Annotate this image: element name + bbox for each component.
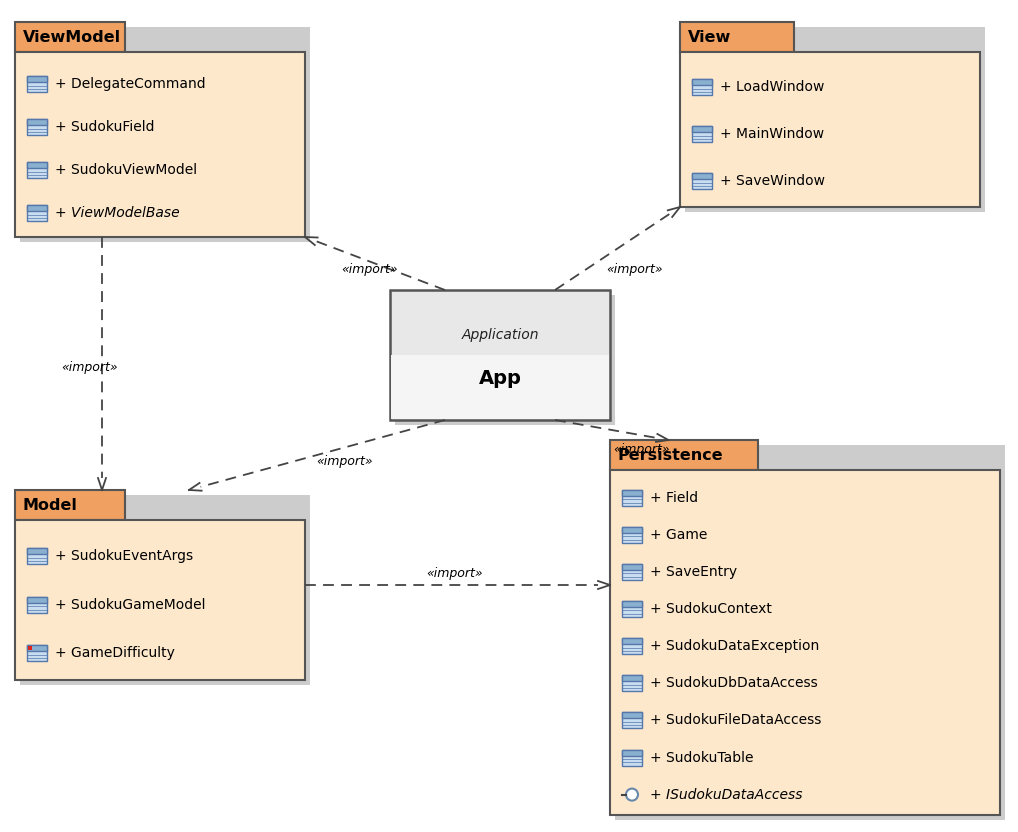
Text: + SaveEntry: + SaveEntry bbox=[651, 565, 737, 579]
Bar bbox=[622, 638, 642, 654]
Bar bbox=[29, 646, 32, 651]
Bar bbox=[27, 548, 47, 554]
Text: + SudokuDbDataAccess: + SudokuDbDataAccess bbox=[651, 676, 817, 691]
Bar bbox=[622, 712, 642, 719]
Bar bbox=[622, 638, 642, 644]
Bar bbox=[622, 676, 642, 681]
Bar bbox=[622, 601, 642, 617]
Text: + LoadWindow: + LoadWindow bbox=[720, 80, 825, 94]
Bar bbox=[27, 77, 47, 82]
Bar bbox=[27, 646, 47, 651]
Text: + SudokuField: + SudokuField bbox=[55, 121, 155, 134]
Text: Application: Application bbox=[461, 329, 539, 343]
Bar bbox=[692, 79, 712, 95]
Text: ViewModel: ViewModel bbox=[23, 29, 121, 44]
Text: + SudokuGameModel: + SudokuGameModel bbox=[55, 598, 206, 612]
Text: «import»: «import» bbox=[317, 455, 374, 468]
Text: «import»: «import» bbox=[607, 264, 664, 276]
Bar bbox=[390, 290, 610, 420]
Bar bbox=[622, 564, 642, 580]
Text: «import»: «import» bbox=[342, 264, 398, 276]
Text: + SudokuDataException: + SudokuDataException bbox=[651, 639, 819, 653]
Bar bbox=[680, 22, 794, 52]
Bar bbox=[27, 77, 47, 92]
Text: + SudokuContext: + SudokuContext bbox=[651, 602, 772, 617]
Text: + MainWindow: + MainWindow bbox=[720, 127, 825, 141]
Bar bbox=[27, 597, 47, 603]
Bar bbox=[622, 712, 642, 728]
Text: App: App bbox=[478, 369, 521, 388]
Text: Model: Model bbox=[23, 498, 77, 513]
Bar bbox=[615, 445, 1005, 820]
Bar bbox=[610, 470, 1000, 815]
Text: + ViewModelBase: + ViewModelBase bbox=[55, 206, 179, 220]
Bar bbox=[395, 295, 615, 425]
Text: + SudokuViewModel: + SudokuViewModel bbox=[55, 163, 197, 177]
Bar bbox=[622, 564, 642, 570]
Bar bbox=[27, 548, 47, 564]
Text: + DelegateCommand: + DelegateCommand bbox=[55, 77, 206, 92]
Bar bbox=[692, 126, 712, 132]
Bar bbox=[622, 490, 642, 496]
Bar bbox=[27, 206, 47, 221]
Bar bbox=[680, 52, 980, 207]
Bar bbox=[622, 750, 642, 765]
Bar bbox=[15, 52, 305, 237]
Text: «import»: «import» bbox=[614, 443, 670, 457]
Bar bbox=[20, 27, 310, 242]
Bar bbox=[692, 173, 712, 179]
Bar bbox=[27, 119, 47, 126]
Circle shape bbox=[626, 789, 638, 800]
Bar bbox=[692, 126, 712, 142]
Bar bbox=[622, 490, 642, 506]
Bar bbox=[15, 490, 125, 520]
Text: + ISudokuDataAccess: + ISudokuDataAccess bbox=[651, 788, 802, 801]
Bar bbox=[610, 440, 758, 470]
Bar bbox=[622, 750, 642, 755]
Bar bbox=[391, 355, 609, 419]
Bar bbox=[685, 27, 985, 212]
Text: + SaveWindow: + SaveWindow bbox=[720, 174, 825, 188]
Bar bbox=[622, 601, 642, 607]
Bar bbox=[15, 22, 125, 52]
Bar bbox=[27, 162, 47, 168]
Bar bbox=[15, 520, 305, 680]
Bar bbox=[622, 527, 642, 543]
Bar bbox=[27, 119, 47, 136]
Text: + SudokuFileDataAccess: + SudokuFileDataAccess bbox=[651, 713, 822, 727]
Bar bbox=[692, 79, 712, 86]
Bar bbox=[27, 597, 47, 613]
Text: «import»: «import» bbox=[427, 567, 484, 580]
Text: «import»: «import» bbox=[62, 361, 118, 374]
Text: + GameDifficulty: + GameDifficulty bbox=[55, 646, 175, 661]
Bar bbox=[20, 495, 310, 685]
Bar bbox=[27, 162, 47, 178]
Bar bbox=[622, 676, 642, 691]
Text: View: View bbox=[688, 29, 731, 44]
Bar bbox=[27, 206, 47, 211]
Text: + Game: + Game bbox=[651, 528, 708, 542]
Text: Persistence: Persistence bbox=[618, 448, 724, 463]
Text: + Field: + Field bbox=[651, 491, 698, 505]
Bar bbox=[622, 527, 642, 533]
Text: + SudokuTable: + SudokuTable bbox=[651, 750, 753, 765]
Text: + SudokuEventArgs: + SudokuEventArgs bbox=[55, 549, 193, 563]
Bar bbox=[692, 173, 712, 189]
Bar bbox=[27, 646, 47, 661]
